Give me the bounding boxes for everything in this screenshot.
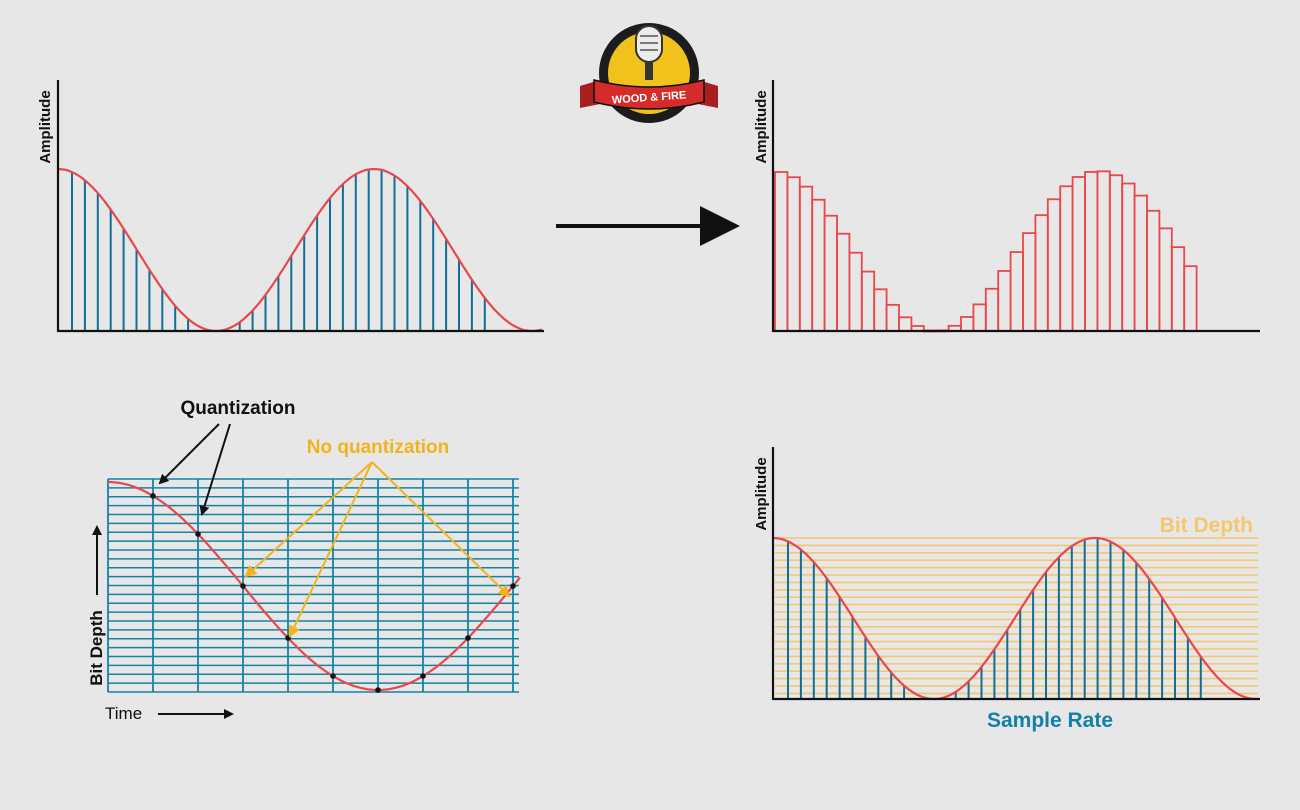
stair-bar	[811, 198, 826, 332]
stair-bar	[1046, 198, 1062, 332]
signal-curve	[108, 480, 521, 692]
stair-bar	[1059, 185, 1074, 332]
stair-bar	[798, 185, 814, 332]
logo: WOOD & FIRE	[580, 23, 718, 123]
stair-bar	[774, 171, 789, 332]
stair-bar	[960, 316, 975, 332]
stair-bar	[997, 270, 1012, 332]
sample-points	[150, 493, 516, 693]
sample-point	[375, 687, 381, 693]
axes	[56, 80, 544, 333]
y-axis-label: Amplitude	[753, 457, 770, 530]
sample-point	[240, 583, 246, 589]
sample-point	[510, 583, 516, 589]
no-quantization-arrow	[288, 461, 373, 638]
microphone-icon	[635, 25, 663, 80]
stair-bar	[1034, 214, 1049, 332]
stair-bar	[1096, 170, 1111, 332]
x-axis-label: Time	[105, 704, 142, 723]
stair-bar	[848, 251, 863, 332]
stair-bar	[1121, 182, 1136, 332]
stair-bar	[972, 303, 987, 332]
quantization-arrow	[199, 423, 231, 516]
stair-bar	[1108, 174, 1124, 332]
y-axis-label: Amplitude	[37, 90, 54, 163]
sample-point	[150, 493, 156, 499]
stair-bar	[1158, 227, 1173, 332]
stair-bar	[823, 214, 838, 332]
no-quantization-label: No quantization	[307, 437, 449, 458]
stair-bar	[984, 287, 1000, 332]
sample-point	[465, 635, 471, 641]
stair-bar	[836, 232, 851, 332]
transform-arrow	[556, 206, 740, 246]
stair-bar	[898, 316, 913, 332]
stair-bar	[1170, 246, 1186, 332]
logo-ribbon	[593, 79, 705, 110]
no-quantization-arrow	[371, 461, 511, 598]
sample-lines	[71, 169, 486, 331]
sample-lines	[787, 538, 1202, 699]
stair-bar	[860, 270, 876, 332]
y-axis-label: Amplitude	[753, 90, 770, 163]
panel-top-right: Amplitude	[753, 80, 1260, 333]
panel-bottom-left: Quantization No quantization Bit Depth T…	[87, 398, 521, 723]
signal-curve	[57, 167, 543, 333]
panel-bottom-right: Amplitude Bit Depth Sample Rate	[753, 447, 1260, 732]
y-axis-label: Bit Depth	[87, 610, 106, 686]
stair-bar	[873, 288, 888, 332]
panel-top-left: Amplitude	[37, 80, 544, 333]
quantization-grid	[107, 478, 519, 693]
quantization-label: Quantization	[180, 398, 295, 419]
sample-point	[285, 635, 291, 641]
bit-depth-label: Bit Depth	[1160, 514, 1253, 537]
stair-bar	[1133, 194, 1148, 332]
bit-depth-lines	[775, 537, 1258, 695]
sample-point	[195, 531, 201, 537]
quantization-arrow	[158, 423, 220, 485]
stair-bar	[1071, 176, 1086, 332]
sample-rate-label: Sample Rate	[987, 709, 1113, 732]
signal-curve	[773, 536, 1259, 701]
sample-point	[330, 673, 336, 679]
axes	[771, 80, 1260, 333]
stair-bar	[1022, 232, 1037, 332]
axes	[771, 447, 1260, 701]
sample-point	[420, 673, 426, 679]
stair-bar	[1084, 171, 1099, 332]
stair-bar	[885, 303, 900, 332]
stair-bar	[1146, 209, 1161, 332]
stair-bar	[1009, 251, 1024, 332]
stair-bars	[774, 170, 1198, 333]
logo-text: WOOD & FIRE	[611, 89, 686, 106]
stair-bar	[1183, 265, 1198, 332]
stair-bar	[786, 176, 801, 332]
no-quantization-arrow	[244, 461, 373, 578]
